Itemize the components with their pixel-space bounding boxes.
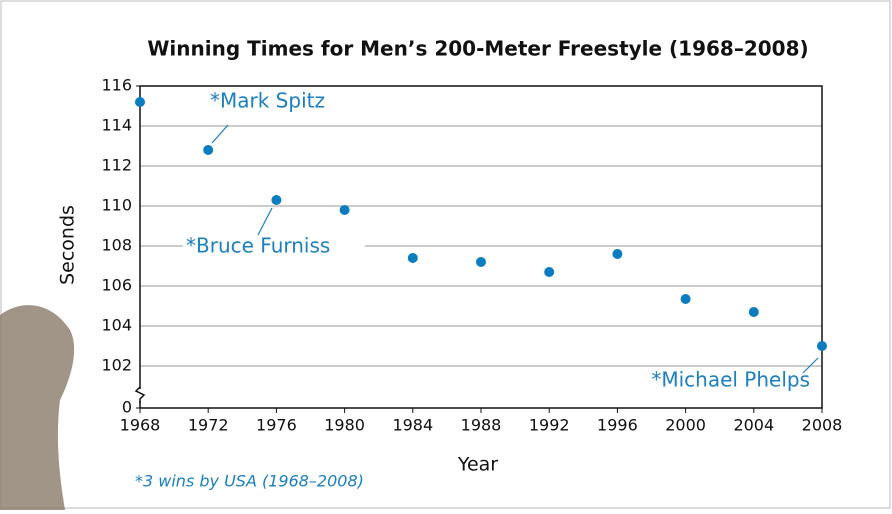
y-tick-label: 112	[101, 156, 132, 175]
x-tick-label: 2008	[802, 416, 843, 435]
annotation: *Mark Spitz	[210, 89, 325, 113]
y-tick-label: 108	[101, 236, 132, 255]
y-tick-label: 106	[101, 276, 132, 295]
point	[749, 307, 759, 317]
chart-title: Winning Times for Men’s 200-Meter Freest…	[147, 37, 808, 61]
y-tick-label: 114	[101, 116, 132, 135]
point	[612, 249, 622, 259]
x-tick-label: 1992	[529, 416, 570, 435]
point	[476, 257, 486, 267]
point	[544, 267, 554, 277]
x-axis-label: Year	[457, 454, 498, 476]
point	[340, 205, 350, 215]
point	[681, 294, 691, 304]
point	[203, 145, 213, 155]
x-tick-label: 2000	[665, 416, 706, 435]
chart: Winning Times for Men’s 200-Meter Freest…	[0, 0, 892, 510]
y-tick-label: 104	[101, 316, 132, 335]
x-tick-label: 1976	[256, 416, 297, 435]
y-tick-label: 110	[101, 196, 132, 215]
x-tick-label: 1988	[461, 416, 502, 435]
footnote: *3 wins by USA (1968–2008)	[135, 472, 364, 491]
y-tick-label: 116	[101, 76, 132, 95]
point	[135, 97, 145, 107]
annotation: *Bruce Furniss	[186, 234, 330, 258]
point	[817, 341, 827, 351]
x-tick-label: 1980	[324, 416, 365, 435]
x-tick-label: 1972	[188, 416, 229, 435]
x-tick-label: 1996	[597, 416, 638, 435]
x-tick-label: 1968	[120, 416, 161, 435]
annotation: *Michael Phelps	[651, 368, 810, 392]
y-tick-label: 102	[101, 356, 132, 375]
y-tick-label: 0	[122, 398, 132, 417]
point	[408, 253, 418, 263]
x-tick-label: 2004	[733, 416, 774, 435]
y-axis-label: Seconds	[57, 205, 79, 285]
x-tick-label: 1984	[392, 416, 433, 435]
point	[271, 195, 281, 205]
